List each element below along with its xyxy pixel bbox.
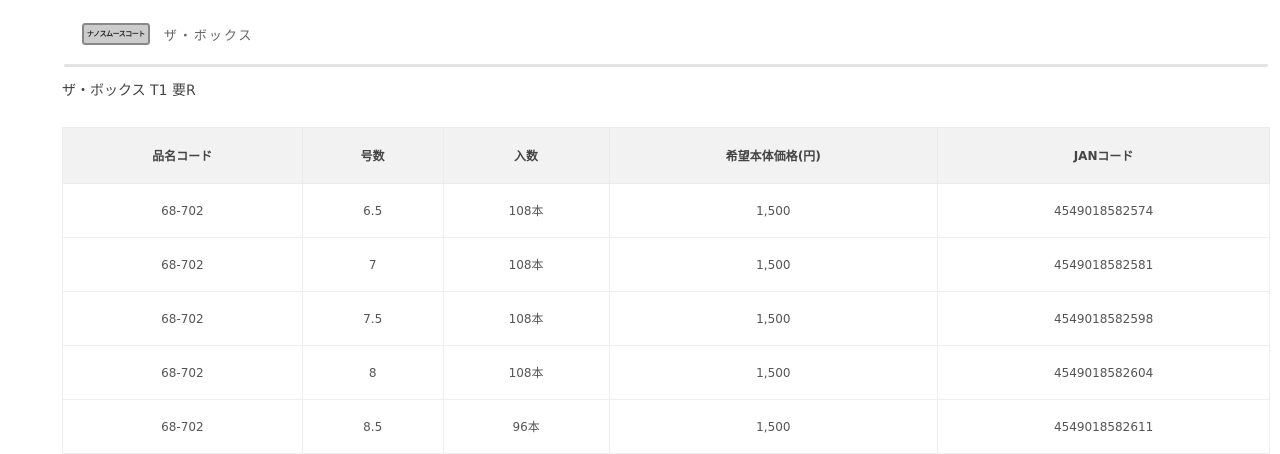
column-header: 号数 (301, 127, 444, 184)
table-cell: 108本 (442, 291, 610, 346)
table-cell: 6.5 (301, 183, 444, 238)
table-cell: 4549018582574 (937, 183, 1270, 238)
divider (64, 64, 1268, 67)
column-header: 品名コード (62, 127, 303, 184)
table-row: 68-702 8.5 96本 1,500 4549018582611 (62, 399, 1270, 454)
table-header-row: 品名コード 号数 入数 希望本体価格(円) JANコード (62, 127, 1270, 184)
product-table: 品名コード 号数 入数 希望本体価格(円) JANコード 68-702 6.5 108本 1,… (62, 127, 1270, 454)
table-cell: 4549018582581 (937, 237, 1270, 292)
table-cell: 1,500 (608, 237, 939, 292)
table-cell: 68-702 (62, 345, 303, 400)
table-cell: 68-702 (62, 237, 303, 292)
table-cell: 108本 (442, 237, 610, 292)
column-header: 入数 (442, 127, 610, 184)
table-cell: 8.5 (301, 399, 444, 454)
table-cell: 7 (301, 237, 444, 292)
table-cell: 68-702 (62, 183, 303, 238)
table-cell: 4549018582611 (937, 399, 1270, 454)
column-header: 希望本体価格(円) (608, 127, 939, 184)
table-cell: 4549018582598 (937, 291, 1270, 346)
table-row: 68-702 7.5 108本 1,500 4549018582598 (62, 291, 1270, 346)
table-cell: 4549018582604 (937, 345, 1270, 400)
table-cell: 68-702 (62, 399, 303, 454)
table-cell: 7.5 (301, 291, 444, 346)
breadcrumb: ナノスムースコート ザ・ボックス (82, 23, 253, 45)
page-title: ザ・ボックス T1 要R (62, 83, 196, 99)
breadcrumb-current: ザ・ボックス (163, 28, 254, 44)
table-cell: 108本 (442, 183, 610, 238)
table-cell: 108本 (442, 345, 610, 400)
table-cell: 1,500 (608, 183, 939, 238)
table-cell: 1,500 (608, 345, 939, 400)
table-row: 68-702 7 108本 1,500 4549018582581 (62, 237, 1270, 292)
column-header: JANコード (937, 127, 1270, 184)
table-row: 68-702 8 108本 1,500 4549018582604 (62, 345, 1270, 400)
brand-badge[interactable]: ナノスムースコート (82, 23, 150, 45)
table-row: 68-702 6.5 108本 1,500 4549018582574 (62, 183, 1270, 238)
table-cell: 1,500 (608, 291, 939, 346)
table-cell: 8 (301, 345, 444, 400)
table-cell: 96本 (442, 399, 610, 454)
table-cell: 68-702 (62, 291, 303, 346)
table-cell: 1,500 (608, 399, 939, 454)
